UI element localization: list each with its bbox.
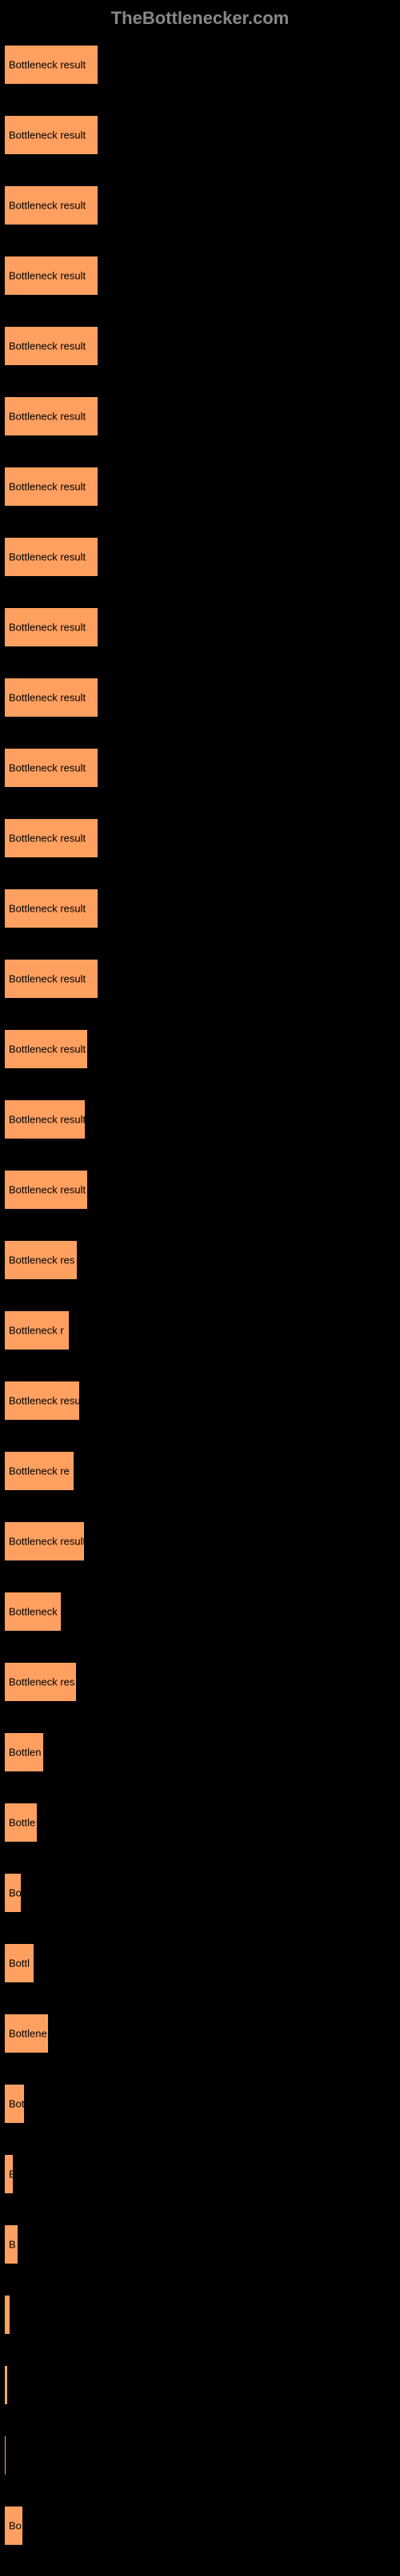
bar-label: Bottleneck res [9, 1254, 74, 1266]
bar-chart: Bottleneck result Bottleneck result Bottle… [0, 45, 400, 2546]
bar-label: Bottleneck resu [9, 1395, 81, 1407]
bar-label: Bottleneck result [9, 481, 86, 493]
bar-row: Bottleneck result [4, 467, 396, 507]
bar-row: Bottleneck r [4, 1310, 396, 1350]
bar-label: Bot [9, 2098, 25, 2110]
bar-row: Bottleneck result [4, 256, 396, 296]
site-title: TheBottlenecker.com [111, 8, 290, 28]
bar-label: Bottleneck [9, 1606, 58, 1618]
bar-row: Bottleneck result [4, 1099, 396, 1139]
bar-label: Bo [9, 2520, 22, 2532]
bar-label: Bottleneck result [9, 551, 86, 563]
page-header: TheBottlenecker.com [0, 0, 400, 45]
bar-row: Bottleneck result [4, 537, 396, 577]
bar-label: Bottleneck result [9, 270, 86, 282]
bar-label: Bottlene [9, 2028, 47, 2040]
bar-label: Bottleneck res [9, 1676, 74, 1688]
bar-label: Bottleneck result [9, 1114, 86, 1126]
bar-row: B [4, 2154, 396, 2194]
bar-label: Bottleneck result [9, 411, 86, 423]
bar-row: Bo [4, 2506, 396, 2546]
bar-label: Bottleneck result [9, 622, 86, 634]
bar-label: Bottleneck result [9, 903, 86, 915]
bar-label: B [9, 2169, 16, 2180]
bar-row: Bottleneck result [4, 748, 396, 788]
bar-label: Bottle [9, 1817, 35, 1829]
bar-label: Bottleneck result [9, 833, 86, 845]
bar [4, 2295, 10, 2335]
bar-row: Bottleneck res [4, 1240, 396, 1280]
bar-label: Bottleneck result [9, 340, 86, 352]
bar-row: Bottl [4, 1943, 396, 1983]
bar-row: Bottleneck result [4, 396, 396, 436]
bar-label: Bottlen [9, 1747, 41, 1759]
bar-row: Bottleneck res [4, 1662, 396, 1702]
bar-label: Bottl [9, 1958, 30, 1970]
bar-row: Bottlene [4, 2013, 396, 2053]
bar-label: Bottleneck result [9, 762, 86, 774]
bar-row: Bottleneck result [4, 1170, 396, 1210]
bar-row: Bottleneck result [4, 1521, 396, 1561]
bar-label: Bottleneck result [9, 1536, 86, 1548]
bar-label: Bottleneck result [9, 59, 86, 71]
bar-label: Bottleneck result [9, 200, 86, 212]
bar-row: Bottleneck result [4, 45, 396, 85]
bar-row [4, 2435, 396, 2475]
bar-row: Bot [4, 2084, 396, 2124]
bar-row: Bottleneck result [4, 1029, 396, 1069]
bar-row: Bottleneck resu [4, 1381, 396, 1421]
bar-row: Bottle [4, 1803, 396, 1843]
bar-row: Bottleneck result [4, 818, 396, 858]
bar-label: Bottleneck result [9, 692, 86, 704]
bar-row: Bottleneck result [4, 185, 396, 225]
bar-row: Bottleneck result [4, 678, 396, 718]
bar-row [4, 2295, 396, 2335]
bar-row [4, 2365, 396, 2405]
bar-row: Bottleneck result [4, 959, 396, 999]
bar-row: Bottleneck [4, 1592, 396, 1632]
bar-row: B [4, 2224, 396, 2264]
bar-label: Bottleneck re [9, 1465, 70, 1477]
bar-row: Bottlen [4, 1732, 396, 1772]
bar-label: Bottleneck result [9, 129, 86, 141]
bar-label: Bottleneck r [9, 1325, 64, 1337]
bar [4, 2365, 8, 2405]
bar-row: Bottleneck result [4, 888, 396, 928]
bar-label: B [9, 2239, 16, 2251]
bar-row: Bottleneck result [4, 326, 396, 366]
bar-label: Bottleneck result [9, 973, 86, 985]
bar-row: Bottleneck result [4, 115, 396, 155]
bar-row: Bo [4, 1873, 396, 1913]
bar-label: Bottleneck result [9, 1044, 86, 1055]
bar-row: Bottleneck result [4, 607, 396, 647]
bar-row: Bottleneck re [4, 1451, 396, 1491]
bar-label: Bo [9, 1887, 22, 1899]
bar [4, 2435, 6, 2475]
bar-label: Bottleneck result [9, 1184, 86, 1196]
